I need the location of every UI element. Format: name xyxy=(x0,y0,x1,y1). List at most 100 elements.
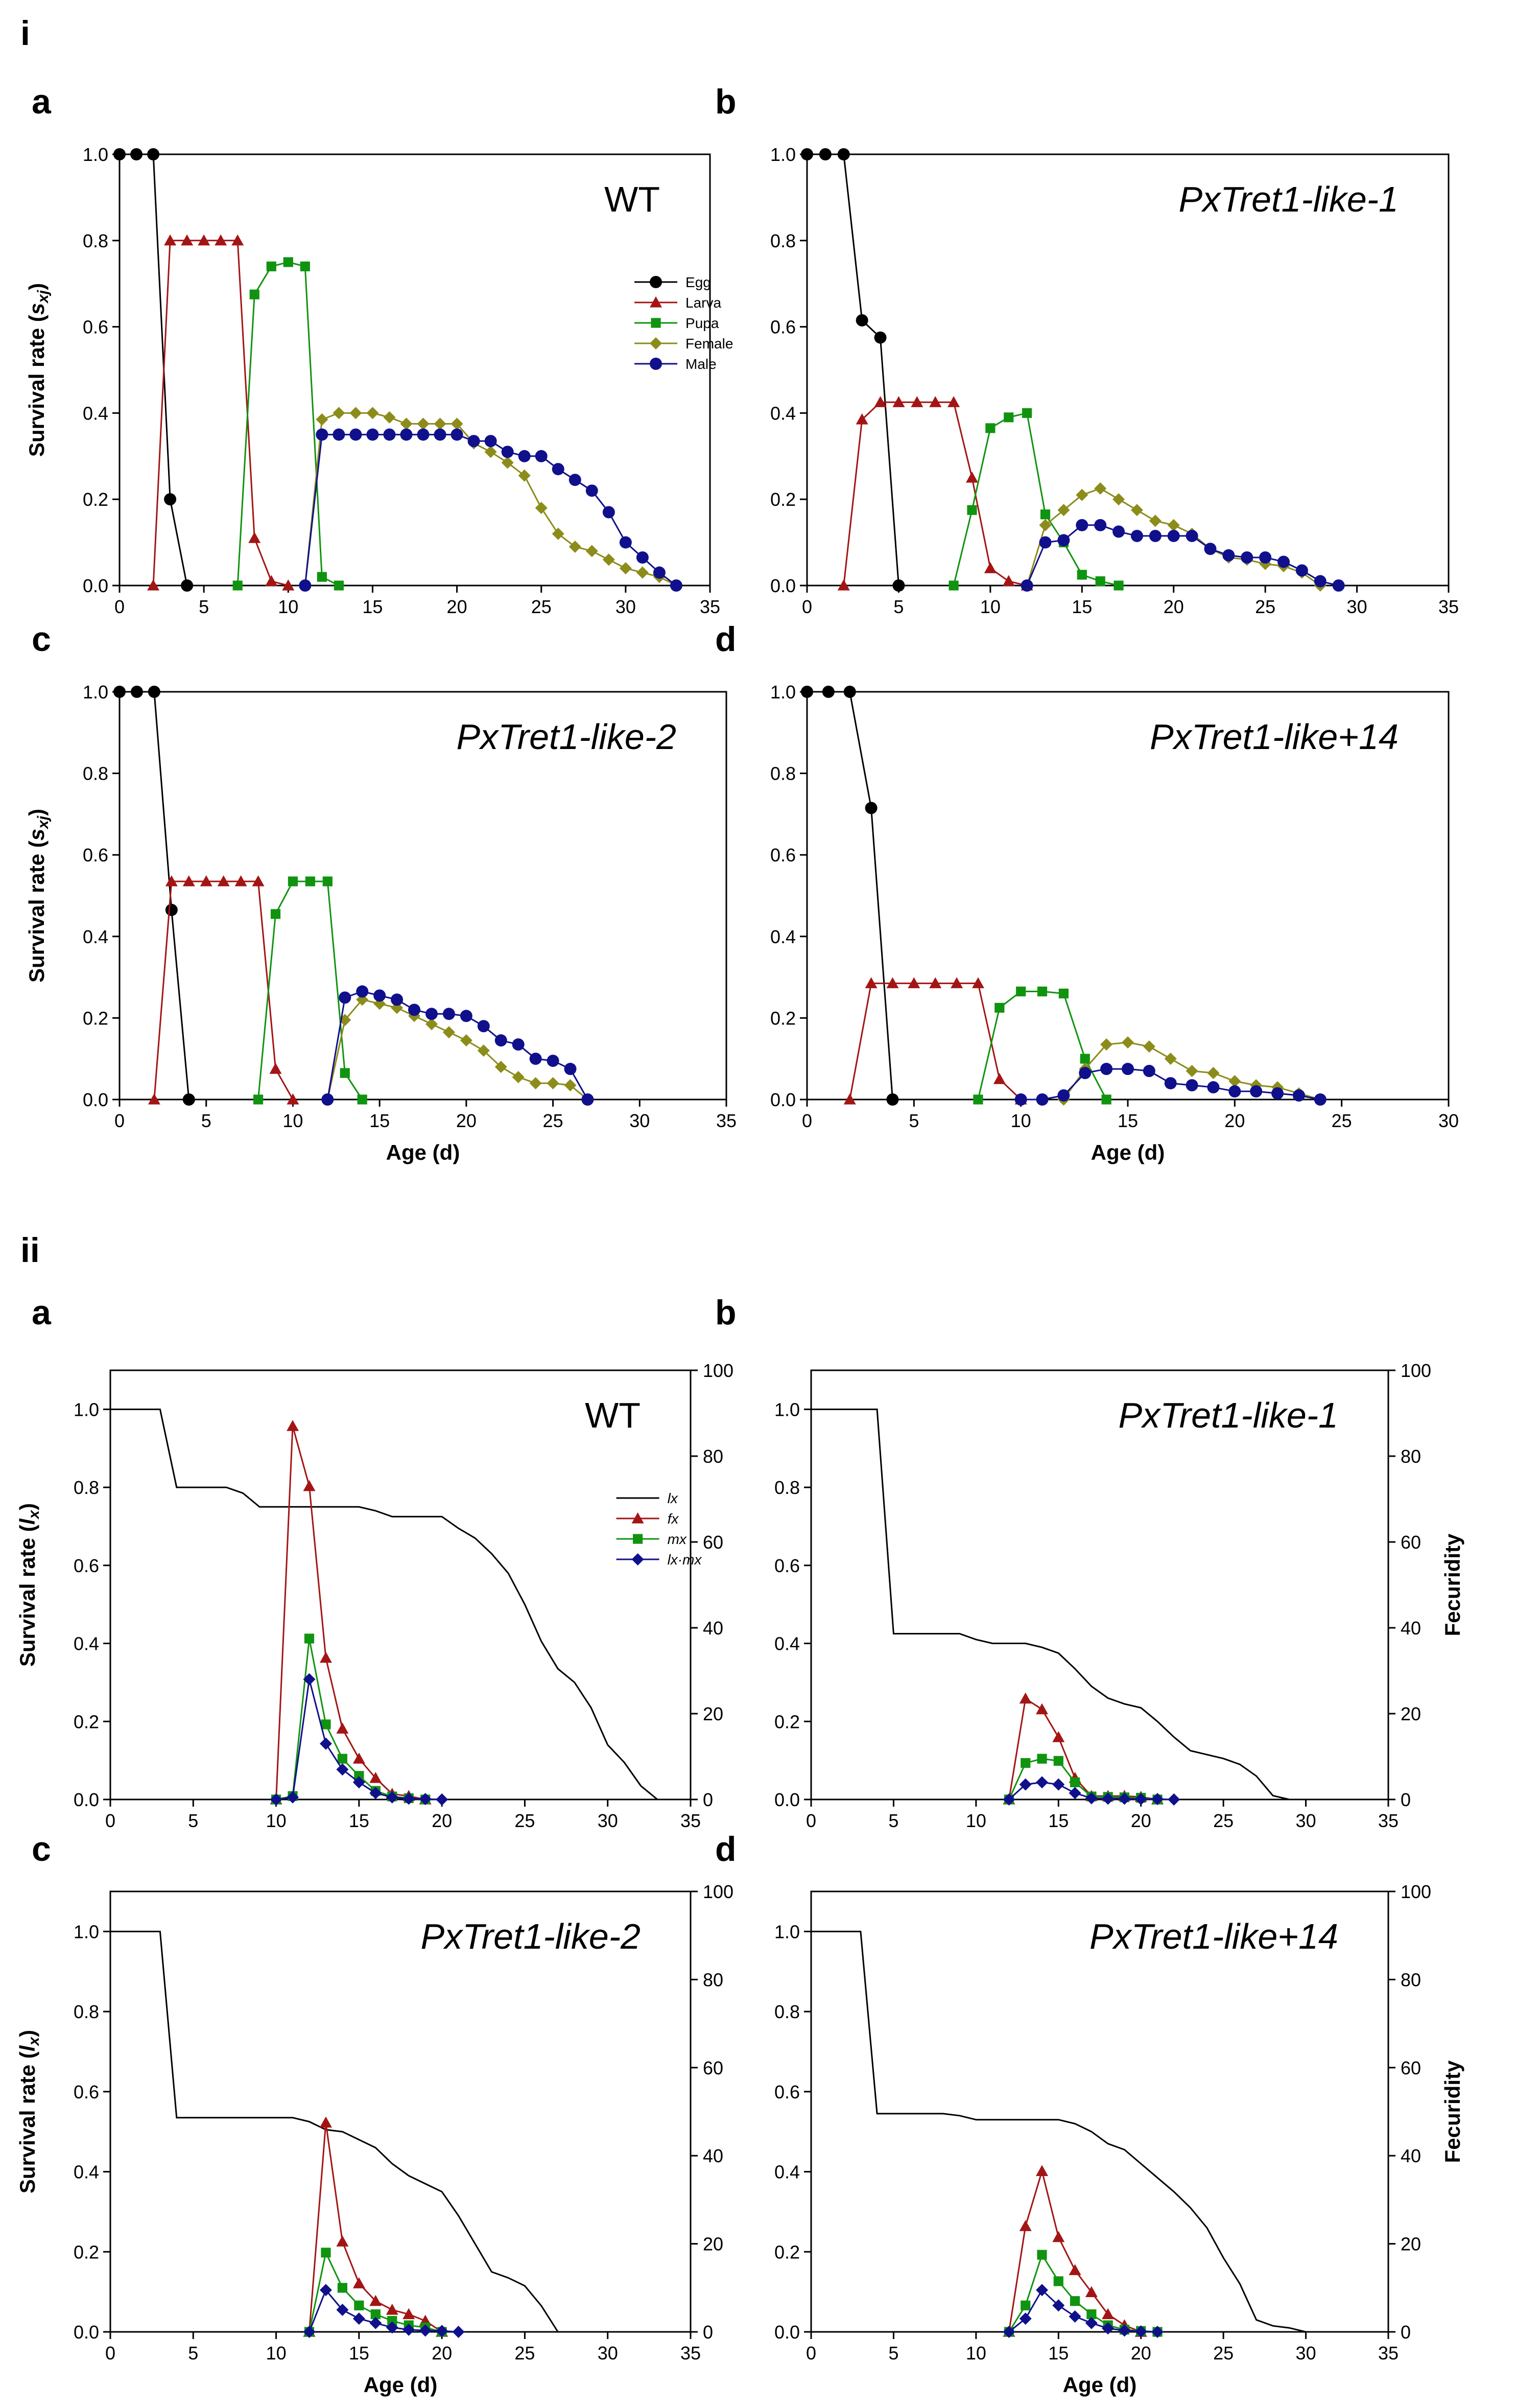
y-tick-label: 0.4 xyxy=(83,403,108,424)
series-male-point xyxy=(1112,525,1125,538)
x-tick-label: 35 xyxy=(1378,2343,1399,2364)
series-mx-point xyxy=(1053,1756,1063,1766)
x-tick-label: 0 xyxy=(114,1110,125,1131)
x-tick-label: 0 xyxy=(806,1810,816,1831)
series-mx-point xyxy=(1086,2309,1097,2320)
series-pupa-point xyxy=(1080,1054,1090,1064)
y-tick-label: 0.0 xyxy=(74,1789,99,1810)
series-pupa-point xyxy=(1040,509,1051,520)
series-lxmx-point xyxy=(419,2324,432,2337)
y-tick-label: 0.6 xyxy=(83,845,108,866)
series-male-point xyxy=(1277,555,1290,568)
series-larva-point xyxy=(234,875,247,886)
series-egg-point xyxy=(165,903,178,916)
series-egg-point xyxy=(130,686,143,698)
series-male-point xyxy=(1021,579,1033,592)
y-tick-label: 1.0 xyxy=(74,1399,99,1420)
series-male-point xyxy=(366,428,379,441)
legend-label: lx·mx xyxy=(668,1552,702,1568)
series-lxmx-point xyxy=(1052,2299,1065,2312)
series-larva-point xyxy=(993,1073,1006,1084)
series-female-point xyxy=(518,469,531,482)
series-larva-point xyxy=(837,579,850,591)
series-pupa-point xyxy=(1095,576,1105,587)
series-female-point xyxy=(1143,1040,1155,1053)
series-egg-point xyxy=(822,686,835,698)
series-pupa-point xyxy=(1114,580,1124,591)
x-tick-label: 20 xyxy=(1224,1110,1245,1131)
series-pupa-point xyxy=(1101,1094,1111,1105)
series-fx-point xyxy=(336,2235,349,2247)
series-male-point xyxy=(333,428,345,441)
series-pupa-point xyxy=(1004,412,1014,423)
series-fx-point xyxy=(1069,2264,1081,2275)
chart-ii-d: d 0 5 10 15 20 25 30 35 0.0 0.2 0.4 0.6 0.8 1.0 0 20 40 60… xyxy=(715,1830,1464,2397)
series-pupa-point xyxy=(232,580,243,591)
series-female-point xyxy=(529,1077,542,1090)
x-axis-title: Age (d) xyxy=(386,1140,460,1164)
chart-title: PxTret1-like+14 xyxy=(1150,717,1399,757)
series-male-point xyxy=(581,1093,594,1106)
series-male-line xyxy=(326,990,588,1100)
x-tick-label: 0 xyxy=(105,2343,115,2364)
series-lxmx-point xyxy=(386,2321,398,2334)
series-female-point xyxy=(1164,1053,1177,1065)
series-female-point xyxy=(512,1071,525,1084)
series-larva-point xyxy=(269,1063,282,1074)
series-male-point xyxy=(1076,519,1088,531)
legend-marker xyxy=(632,1534,643,1544)
x-tick-label: 10 xyxy=(266,1810,287,1831)
series-lx-line xyxy=(110,1408,658,1801)
legend: Egg Larva Pupa Female Male xyxy=(634,274,733,372)
y-tick-label: 0.4 xyxy=(83,926,108,947)
series-larva-point xyxy=(929,977,942,989)
series-larva-point xyxy=(265,575,278,587)
series-larva-point xyxy=(252,875,265,886)
y-tick-label: 1.0 xyxy=(774,1399,800,1420)
y-tick-label: 1.0 xyxy=(774,1921,800,1942)
y-axis-title: Survival rate (lx) xyxy=(15,2030,42,2193)
series-pupa-point xyxy=(288,876,298,886)
y-tick-label: 0.0 xyxy=(74,2322,99,2343)
chart-title: WT xyxy=(585,1395,641,1435)
series-fx-point xyxy=(1019,1692,1032,1704)
series-male-point xyxy=(568,474,581,486)
x-tick-label: 10 xyxy=(1011,1110,1031,1131)
x-tick-label: 0 xyxy=(802,1110,812,1131)
series-egg-point xyxy=(801,686,813,698)
series-egg-point xyxy=(886,1093,899,1106)
series-male-point xyxy=(1295,564,1308,577)
series-mx-point xyxy=(321,1719,331,1729)
chart-i-d: d 0 5 10 15 20 25 30 0.0 0.2 0.4 0.6 0.8 1.0 Age (d) Px… xyxy=(715,620,1459,1164)
series-egg-line xyxy=(807,691,893,1100)
series-egg-point xyxy=(164,493,177,506)
series-fx-point xyxy=(336,1722,349,1734)
series-male-point xyxy=(636,551,649,564)
series-pupa-point xyxy=(985,423,996,433)
series-female-point xyxy=(484,446,497,458)
y2-tick-label: 0 xyxy=(1401,1789,1411,1810)
x-tick-label: 30 xyxy=(629,1110,650,1131)
series-male-point xyxy=(552,463,564,476)
x-tick-label: 5 xyxy=(893,596,904,617)
series-egg-point xyxy=(874,331,887,344)
x-axis-title: Age (d) xyxy=(364,2373,438,2397)
series-larva-point xyxy=(886,977,899,989)
series-male-point xyxy=(400,428,413,441)
x-tick-label: 30 xyxy=(1347,596,1367,617)
panel-letter: d xyxy=(715,1830,737,1868)
series-male-point xyxy=(602,506,615,519)
x-tick-label: 15 xyxy=(1048,2343,1069,2364)
series-male-point xyxy=(1222,549,1235,562)
panel-letter: d xyxy=(715,620,737,659)
series-lxmx-point xyxy=(452,2326,465,2338)
series-male-point xyxy=(391,993,404,1006)
series-pupa-point xyxy=(334,580,344,591)
x-tick-label: 20 xyxy=(432,2343,452,2364)
x-tick-label: 15 xyxy=(349,1810,369,1831)
series-pupa-point xyxy=(1077,570,1087,580)
x-tick-label: 20 xyxy=(447,596,467,617)
series-fx-point xyxy=(319,1651,332,1663)
series-mx-point xyxy=(1021,1758,1031,1768)
series-lxmx-point xyxy=(419,1793,432,1806)
